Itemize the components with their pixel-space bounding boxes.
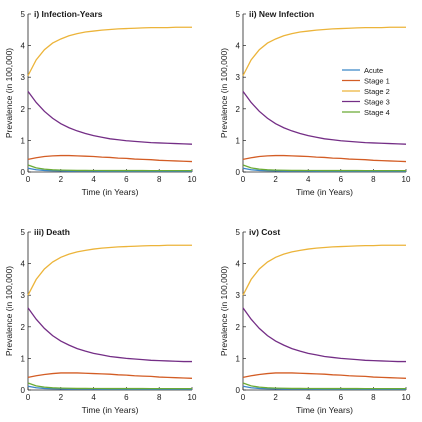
y-axis-label: Prevalence (in 100,000) [4, 48, 14, 138]
series-line-stage-2 [242, 26, 406, 76]
x-tick-label: 4 [91, 393, 96, 402]
panel-2: 0 1 2 3 4 5 0 2 4 6 8 10 Time (in Years) Prevalence (… [219, 9, 411, 197]
x-tick-label: 8 [371, 393, 376, 402]
y-tick-label: 2 [21, 323, 26, 332]
x-tick-label: 2 [59, 175, 64, 184]
x-tick-label: 0 [26, 393, 31, 402]
x-tick-label: 6 [124, 393, 129, 402]
y-tick-label: 4 [236, 260, 241, 269]
series-line-stage-1 [27, 372, 193, 379]
panel-title: i) Infection-Years [34, 9, 103, 19]
y-tick-label: 0 [236, 168, 241, 177]
y-tick-label: 4 [21, 260, 26, 269]
series-line-stage-1 [242, 372, 407, 379]
y-tick-label: 5 [236, 228, 241, 237]
x-tick-label: 4 [306, 393, 311, 402]
series-line-stage-4 [242, 382, 406, 390]
panel-title: ii) New Infection [249, 9, 314, 19]
y-tick-label: 3 [236, 73, 241, 82]
series-line-stage-4 [27, 164, 192, 172]
series-line-acute [242, 385, 406, 390]
y-tick-label: 1 [236, 354, 241, 363]
x-tick-label: 10 [402, 393, 411, 402]
x-tick-label: 2 [273, 175, 278, 184]
legend-label: Stage 2 [364, 87, 390, 96]
panel-title: iii) Death [34, 227, 70, 237]
y-tick-label: 0 [21, 168, 26, 177]
x-tick-label: 10 [188, 175, 197, 184]
x-axis-label: Time (in Years) [82, 405, 139, 415]
panel-title: iv) Cost [249, 227, 280, 237]
series-line-acute [27, 167, 192, 172]
y-axis-label: Prevalence (in 100,000) [219, 266, 229, 356]
y-tick-label: 0 [236, 386, 241, 395]
series-line-stage-3 [27, 91, 193, 145]
x-tick-label: 2 [273, 393, 278, 402]
series-line-stage-3 [242, 91, 407, 145]
panel-4: 0 1 2 3 4 5 0 2 4 6 8 10 Time (in Years) Prevalence (… [219, 227, 411, 415]
series-line-acute [27, 385, 192, 390]
series-line-acute [242, 167, 406, 172]
x-tick-label: 10 [188, 393, 197, 402]
x-tick-label: 8 [157, 393, 162, 402]
x-tick-label: 10 [402, 175, 411, 184]
x-tick-label: 6 [339, 175, 344, 184]
x-tick-label: 0 [26, 175, 31, 184]
legend-label: Acute [364, 66, 383, 75]
y-tick-label: 2 [236, 323, 241, 332]
y-tick-label: 3 [236, 291, 241, 300]
series-line-stage-3 [27, 307, 192, 363]
y-tick-label: 1 [21, 136, 26, 145]
x-tick-label: 2 [59, 393, 64, 402]
y-tick-label: 5 [236, 10, 241, 19]
panel-3: 0 1 2 3 4 5 0 2 4 6 8 10 Time (in Years) Prevalence (… [4, 227, 197, 415]
series-line-stage-3 [242, 307, 406, 363]
y-axis-label: Prevalence (in 100,000) [4, 266, 14, 356]
series-line-stage-1 [242, 154, 407, 163]
y-tick-label: 2 [236, 105, 241, 114]
x-tick-label: 6 [124, 175, 129, 184]
y-axis-label: Prevalence (in 100,000) [219, 48, 229, 138]
x-tick-label: 4 [91, 175, 96, 184]
y-tick-label: 2 [21, 105, 26, 114]
x-axis-label: Time (in Years) [296, 405, 353, 415]
x-tick-label: 0 [241, 175, 246, 184]
y-tick-label: 0 [21, 386, 26, 395]
series-line-stage-2 [242, 244, 406, 296]
y-tick-label: 4 [236, 42, 241, 51]
x-tick-label: 8 [157, 175, 162, 184]
y-tick-label: 3 [21, 291, 26, 300]
y-tick-label: 4 [21, 42, 26, 51]
y-tick-label: 3 [21, 73, 26, 82]
series-line-stage-4 [242, 164, 406, 172]
x-tick-label: 6 [339, 393, 344, 402]
y-tick-label: 5 [21, 10, 26, 19]
x-axis-label: Time (in Years) [296, 187, 353, 197]
legend-label: Stage 4 [364, 108, 390, 117]
legend-label: Stage 1 [364, 76, 390, 85]
x-axis-label: Time (in Years) [82, 187, 139, 197]
y-tick-label: 1 [236, 136, 241, 145]
panel-1: 0 1 2 3 4 5 0 2 4 6 8 10 Time (in Years) Prevalence (… [4, 9, 197, 197]
y-tick-label: 1 [21, 354, 26, 363]
series-line-stage-2 [27, 26, 192, 76]
x-tick-label: 8 [371, 175, 376, 184]
legend-label: Stage 3 [364, 97, 390, 106]
series-line-stage-4 [27, 382, 192, 390]
y-tick-label: 5 [21, 228, 26, 237]
series-line-stage-2 [27, 244, 192, 296]
x-tick-label: 4 [306, 175, 311, 184]
x-tick-label: 0 [241, 393, 246, 402]
series-line-stage-1 [27, 154, 193, 163]
